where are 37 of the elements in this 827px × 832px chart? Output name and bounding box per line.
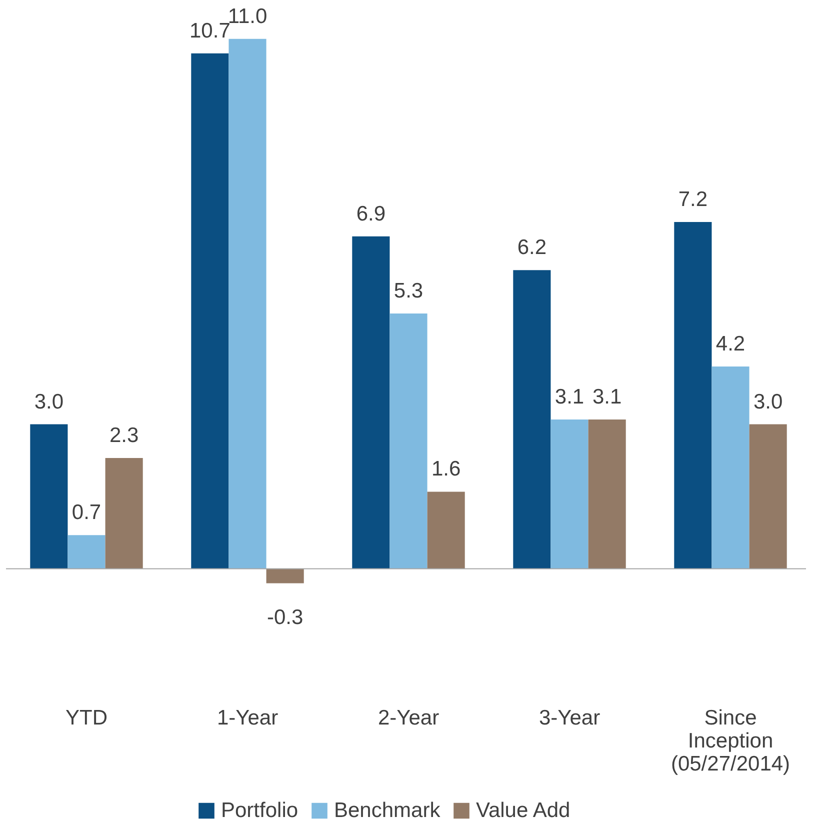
- bar: [68, 535, 106, 569]
- bar: [266, 568, 304, 584]
- data-label: 2.3: [109, 424, 139, 447]
- data-label: 7.2: [678, 188, 708, 211]
- data-label: 4.2: [716, 332, 746, 356]
- data-label: 6.2: [517, 236, 547, 260]
- data-label: 3.0: [753, 390, 783, 414]
- data-label: 3.0: [34, 390, 64, 414]
- bar: [30, 424, 68, 569]
- bar: [228, 38, 266, 569]
- bar: [588, 419, 626, 569]
- bar: [674, 222, 712, 569]
- x-tick-label: 2-Year: [378, 706, 440, 730]
- data-label: 3.1: [592, 385, 622, 408]
- bar: [513, 270, 551, 569]
- x-tick-label: 1-Year: [216, 706, 278, 730]
- data-label: 6.9: [356, 202, 386, 226]
- legend-label: Portfolio: [221, 798, 298, 822]
- data-label: 0.7: [72, 501, 102, 524]
- legend-label: Value Add: [476, 798, 570, 822]
- data-label: 5.3: [394, 279, 424, 302]
- x-tick-label: Since Inception (05/27/2014): [670, 706, 790, 776]
- legend-label: Benchmark: [334, 798, 441, 822]
- bar: [749, 424, 787, 569]
- data-label: -0.3: [266, 606, 304, 630]
- x-tick-label: YTD: [66, 706, 108, 730]
- bar: [550, 419, 588, 569]
- bar: [427, 492, 465, 569]
- bar: [712, 366, 750, 569]
- data-label: 1.6: [431, 458, 461, 481]
- bar: [352, 236, 390, 569]
- data-label: 10.7: [189, 19, 230, 42]
- bar: [105, 458, 143, 569]
- data-label: 3.1: [554, 385, 584, 408]
- bar: [191, 53, 229, 569]
- bar: [390, 313, 428, 569]
- x-tick-label: 3-Year: [538, 706, 600, 730]
